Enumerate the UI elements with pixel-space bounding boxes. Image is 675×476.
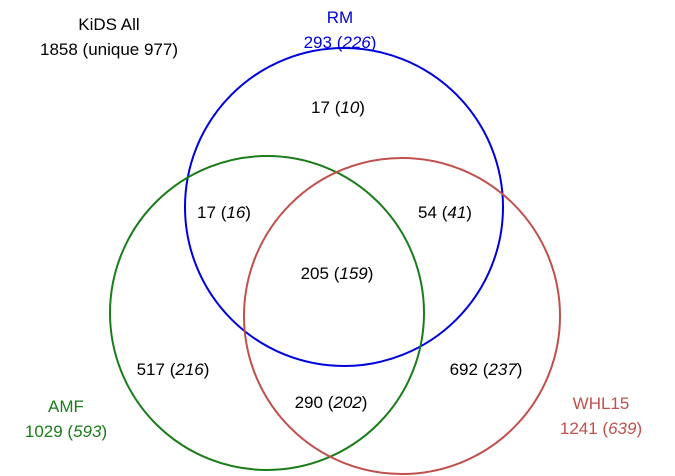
region-all-three: 205 (159) xyxy=(300,264,374,283)
region-unique: 202 xyxy=(333,393,362,412)
amf-name: AMF xyxy=(48,397,84,416)
region-rm-amf: 17 (16) xyxy=(197,203,251,222)
kids-all-count: 1858 (unique 977) xyxy=(40,39,178,61)
region-unique: 16 xyxy=(226,203,246,222)
rm-total: 293 xyxy=(303,33,332,52)
whl15-total: 1241 xyxy=(559,419,598,438)
region-count: 205 xyxy=(300,264,329,283)
rm-name: RM xyxy=(326,8,354,27)
region-rm-whl15: 54 (41) xyxy=(418,203,472,222)
rm-set-total: 293 (226) xyxy=(303,33,377,52)
region-unique: 159 xyxy=(339,264,368,283)
region-unique: 237 xyxy=(488,360,517,379)
amf-unique: 593 xyxy=(73,422,102,441)
region-rm-only: 17 (10) xyxy=(311,98,365,117)
rm-circle xyxy=(184,47,504,367)
amf-total: 1029 xyxy=(24,422,63,441)
region-count: 17 xyxy=(197,203,216,222)
region-unique: 216 xyxy=(175,360,204,379)
rm-set-label: RM xyxy=(327,7,353,29)
region-count: 54 xyxy=(418,203,437,222)
amf-set-total: 1029 (593) xyxy=(24,422,108,441)
rm-unique: 226 xyxy=(342,33,371,52)
region-count: 17 xyxy=(311,98,330,117)
kids-all-line2: 1858 (unique 977) xyxy=(39,40,179,59)
region-count: 692 xyxy=(449,360,478,379)
whl15-name: WHL15 xyxy=(572,394,630,413)
region-count: 290 xyxy=(294,393,323,412)
region-whl15-only: 692 (237) xyxy=(449,360,523,379)
region-amf-whl15: 290 (202) xyxy=(294,393,368,412)
kids-all-label: KiDS All xyxy=(78,14,139,36)
amf-set-label: AMF xyxy=(48,396,84,418)
whl15-unique: 639 xyxy=(608,419,637,438)
region-amf-only: 517 (216) xyxy=(136,360,210,379)
kids-all-title: KiDS All xyxy=(78,15,140,34)
whl15-circle xyxy=(243,157,561,475)
region-count: 517 xyxy=(136,360,165,379)
region-unique: 10 xyxy=(340,98,360,117)
whl15-set-total: 1241 (639) xyxy=(559,419,643,438)
region-unique: 41 xyxy=(447,203,467,222)
whl15-set-label: WHL15 xyxy=(573,393,630,415)
amf-circle xyxy=(109,155,425,471)
